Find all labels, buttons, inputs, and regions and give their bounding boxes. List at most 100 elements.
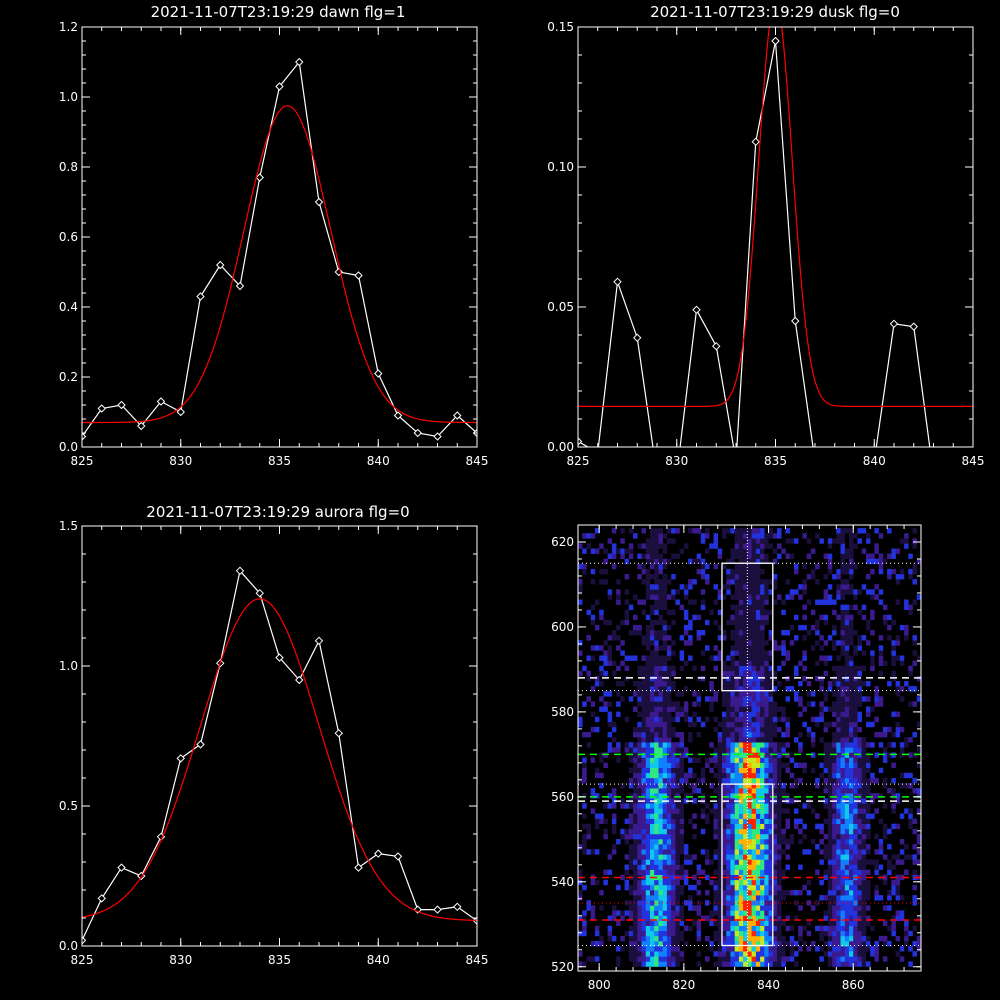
heatmap-cell: [717, 624, 723, 631]
heatmap-cell: [760, 686, 765, 692]
heatmap-cell: [764, 813, 769, 819]
heatmap-cell: [722, 563, 727, 570]
heatmap-cell: [823, 614, 829, 621]
heatmap-cell: [666, 681, 672, 687]
heatmap-cell: [645, 783, 651, 789]
heatmap-cell: [586, 828, 591, 835]
heatmap-cell: [827, 941, 833, 947]
heatmap-cell: [743, 594, 748, 600]
heatmap-cell: [887, 568, 892, 575]
heatmap-cell: [840, 920, 845, 926]
heatmap-cell: [861, 844, 867, 850]
heatmap-cell: [751, 563, 757, 570]
heatmap-cell: [849, 589, 854, 595]
heatmap-cell: [662, 660, 668, 666]
heatmap-cell: [899, 859, 905, 865]
heatmap-cell: [654, 716, 659, 723]
heatmap-cell: [853, 665, 858, 672]
heatmap-cell: [734, 762, 740, 768]
heatmap-cell: [743, 798, 748, 804]
heatmap-cell: [891, 854, 896, 860]
heatmap-cell: [853, 604, 858, 610]
heatmap-cell: [717, 548, 723, 554]
heatmap-cell: [641, 737, 646, 743]
heatmap-cell: [641, 890, 646, 896]
heatmap-cell: [891, 788, 896, 794]
heatmap-cell: [764, 961, 769, 967]
heatmap-cell: [726, 655, 731, 661]
heatmap-cell: [751, 793, 757, 799]
heatmap-cell: [751, 553, 757, 559]
heatmap-cell: [840, 548, 845, 554]
heatmap-cell: [713, 788, 718, 794]
dawn-data-point: [393, 411, 403, 420]
heatmap-cell: [857, 925, 862, 932]
heatmap-cell: [654, 553, 659, 559]
heatmap-cell: [738, 895, 744, 901]
heatmap-cell: [874, 548, 879, 554]
heatmap-cell: [768, 905, 774, 911]
heatmap-cell: [582, 548, 587, 554]
heatmap-cell: [633, 783, 638, 789]
heatmap-cell: [717, 895, 723, 901]
heatmap-cell: [840, 619, 845, 626]
heatmap-cell: [747, 650, 752, 656]
heatmap-cell: [743, 675, 748, 682]
heatmap-cell: [726, 696, 731, 702]
heatmap-cell: [866, 833, 871, 840]
heatmap-cell: [738, 854, 744, 860]
heatmap-cell: [806, 879, 812, 886]
heatmap-cell: [916, 747, 921, 753]
heatmap-cell: [662, 665, 668, 672]
heatmap-cell: [637, 543, 642, 549]
heatmap-cell: [857, 946, 862, 952]
heatmap-cell: [738, 650, 744, 656]
heatmap-cell: [679, 788, 685, 794]
heatmap-cell: [713, 884, 718, 891]
heatmap-cell: [658, 828, 663, 835]
heatmap-cell: [722, 854, 727, 860]
heatmap-cell: [637, 630, 642, 636]
heatmap-cell: [624, 609, 630, 616]
heatmap-cell: [679, 732, 685, 738]
heatmap-cell: [645, 818, 651, 824]
heatmap-cell: [887, 681, 892, 687]
heatmap-cell: [878, 864, 884, 870]
heatmap-cell: [751, 599, 757, 605]
dusk-data-point: [889, 319, 899, 329]
heatmap-cell: [743, 869, 748, 875]
heatmap-cell: [628, 767, 634, 774]
heatmap-cell: [700, 589, 706, 595]
heatmap-cell: [755, 716, 761, 723]
heatmap-cell: [772, 599, 778, 605]
heatmap-cell: [722, 686, 727, 692]
heatmap-cell: [599, 696, 604, 702]
heatmap-cell: [641, 762, 646, 768]
heatmap-cell: [671, 589, 676, 595]
heatmap-cell: [675, 956, 680, 962]
heatmap-cell: [755, 808, 761, 814]
heatmap-cell: [857, 828, 862, 835]
heatmap-cell: [734, 553, 740, 559]
heatmap-cell: [781, 548, 786, 554]
heatmap-cell: [743, 879, 748, 886]
heatmap-cell: [594, 879, 600, 886]
heatmap-cell: [832, 681, 837, 687]
heatmap-cell: [755, 935, 761, 942]
heatmap-cell: [908, 701, 913, 707]
heatmap-cell: [650, 757, 655, 763]
heatmap-cell: [781, 599, 786, 605]
heatmap-cell: [764, 935, 769, 942]
heatmap-cell: [582, 767, 587, 774]
heatmap-cell: [768, 655, 774, 661]
heatmap-cell: [836, 895, 841, 901]
heatmap-cell: [683, 859, 689, 865]
heatmap-cell: [641, 609, 646, 616]
heatmap-cell: [866, 681, 871, 687]
heatmap-cell: [760, 645, 765, 651]
heatmap-cell: [738, 681, 744, 687]
heatmap-cell: [840, 813, 845, 819]
heatmap-cell: [705, 854, 710, 860]
heatmap-cell: [764, 884, 769, 891]
heatmap-cell: [705, 645, 710, 651]
